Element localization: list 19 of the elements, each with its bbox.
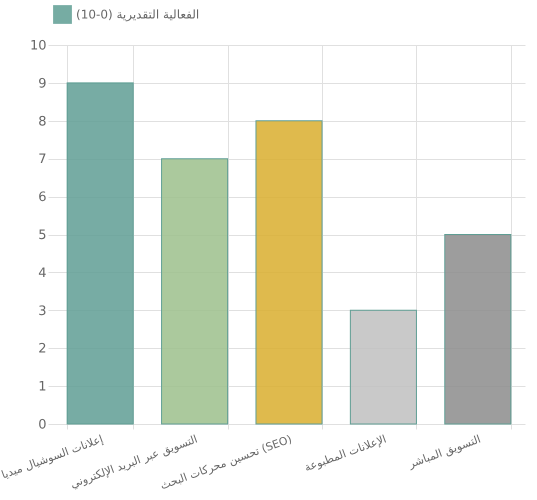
y-tick-label: 2 — [38, 342, 46, 357]
y-tick-label: 10 — [30, 38, 46, 54]
bar — [255, 120, 323, 424]
y-tick-label: 0 — [38, 418, 46, 432]
y-tick-label: 9 — [38, 76, 46, 92]
x-tick-label: الإعلانات المطبوعة — [302, 432, 388, 474]
bar — [350, 310, 417, 424]
legend-label: الفعالية التقديرية (0-10) — [76, 8, 200, 22]
y-tick-label: 7 — [38, 152, 46, 168]
bar — [66, 82, 134, 424]
y-tick-label: 5 — [38, 228, 46, 243]
y-tick-label: 4 — [38, 266, 46, 281]
x-tick-label: التسويق المباشر — [406, 432, 482, 472]
bar — [161, 158, 228, 424]
y-tick-label: 6 — [38, 190, 46, 206]
bar — [444, 234, 512, 424]
y-tick-label: 1 — [38, 380, 46, 395]
y-tick-label: 8 — [38, 114, 46, 130]
y-tick-label: 3 — [38, 304, 46, 319]
